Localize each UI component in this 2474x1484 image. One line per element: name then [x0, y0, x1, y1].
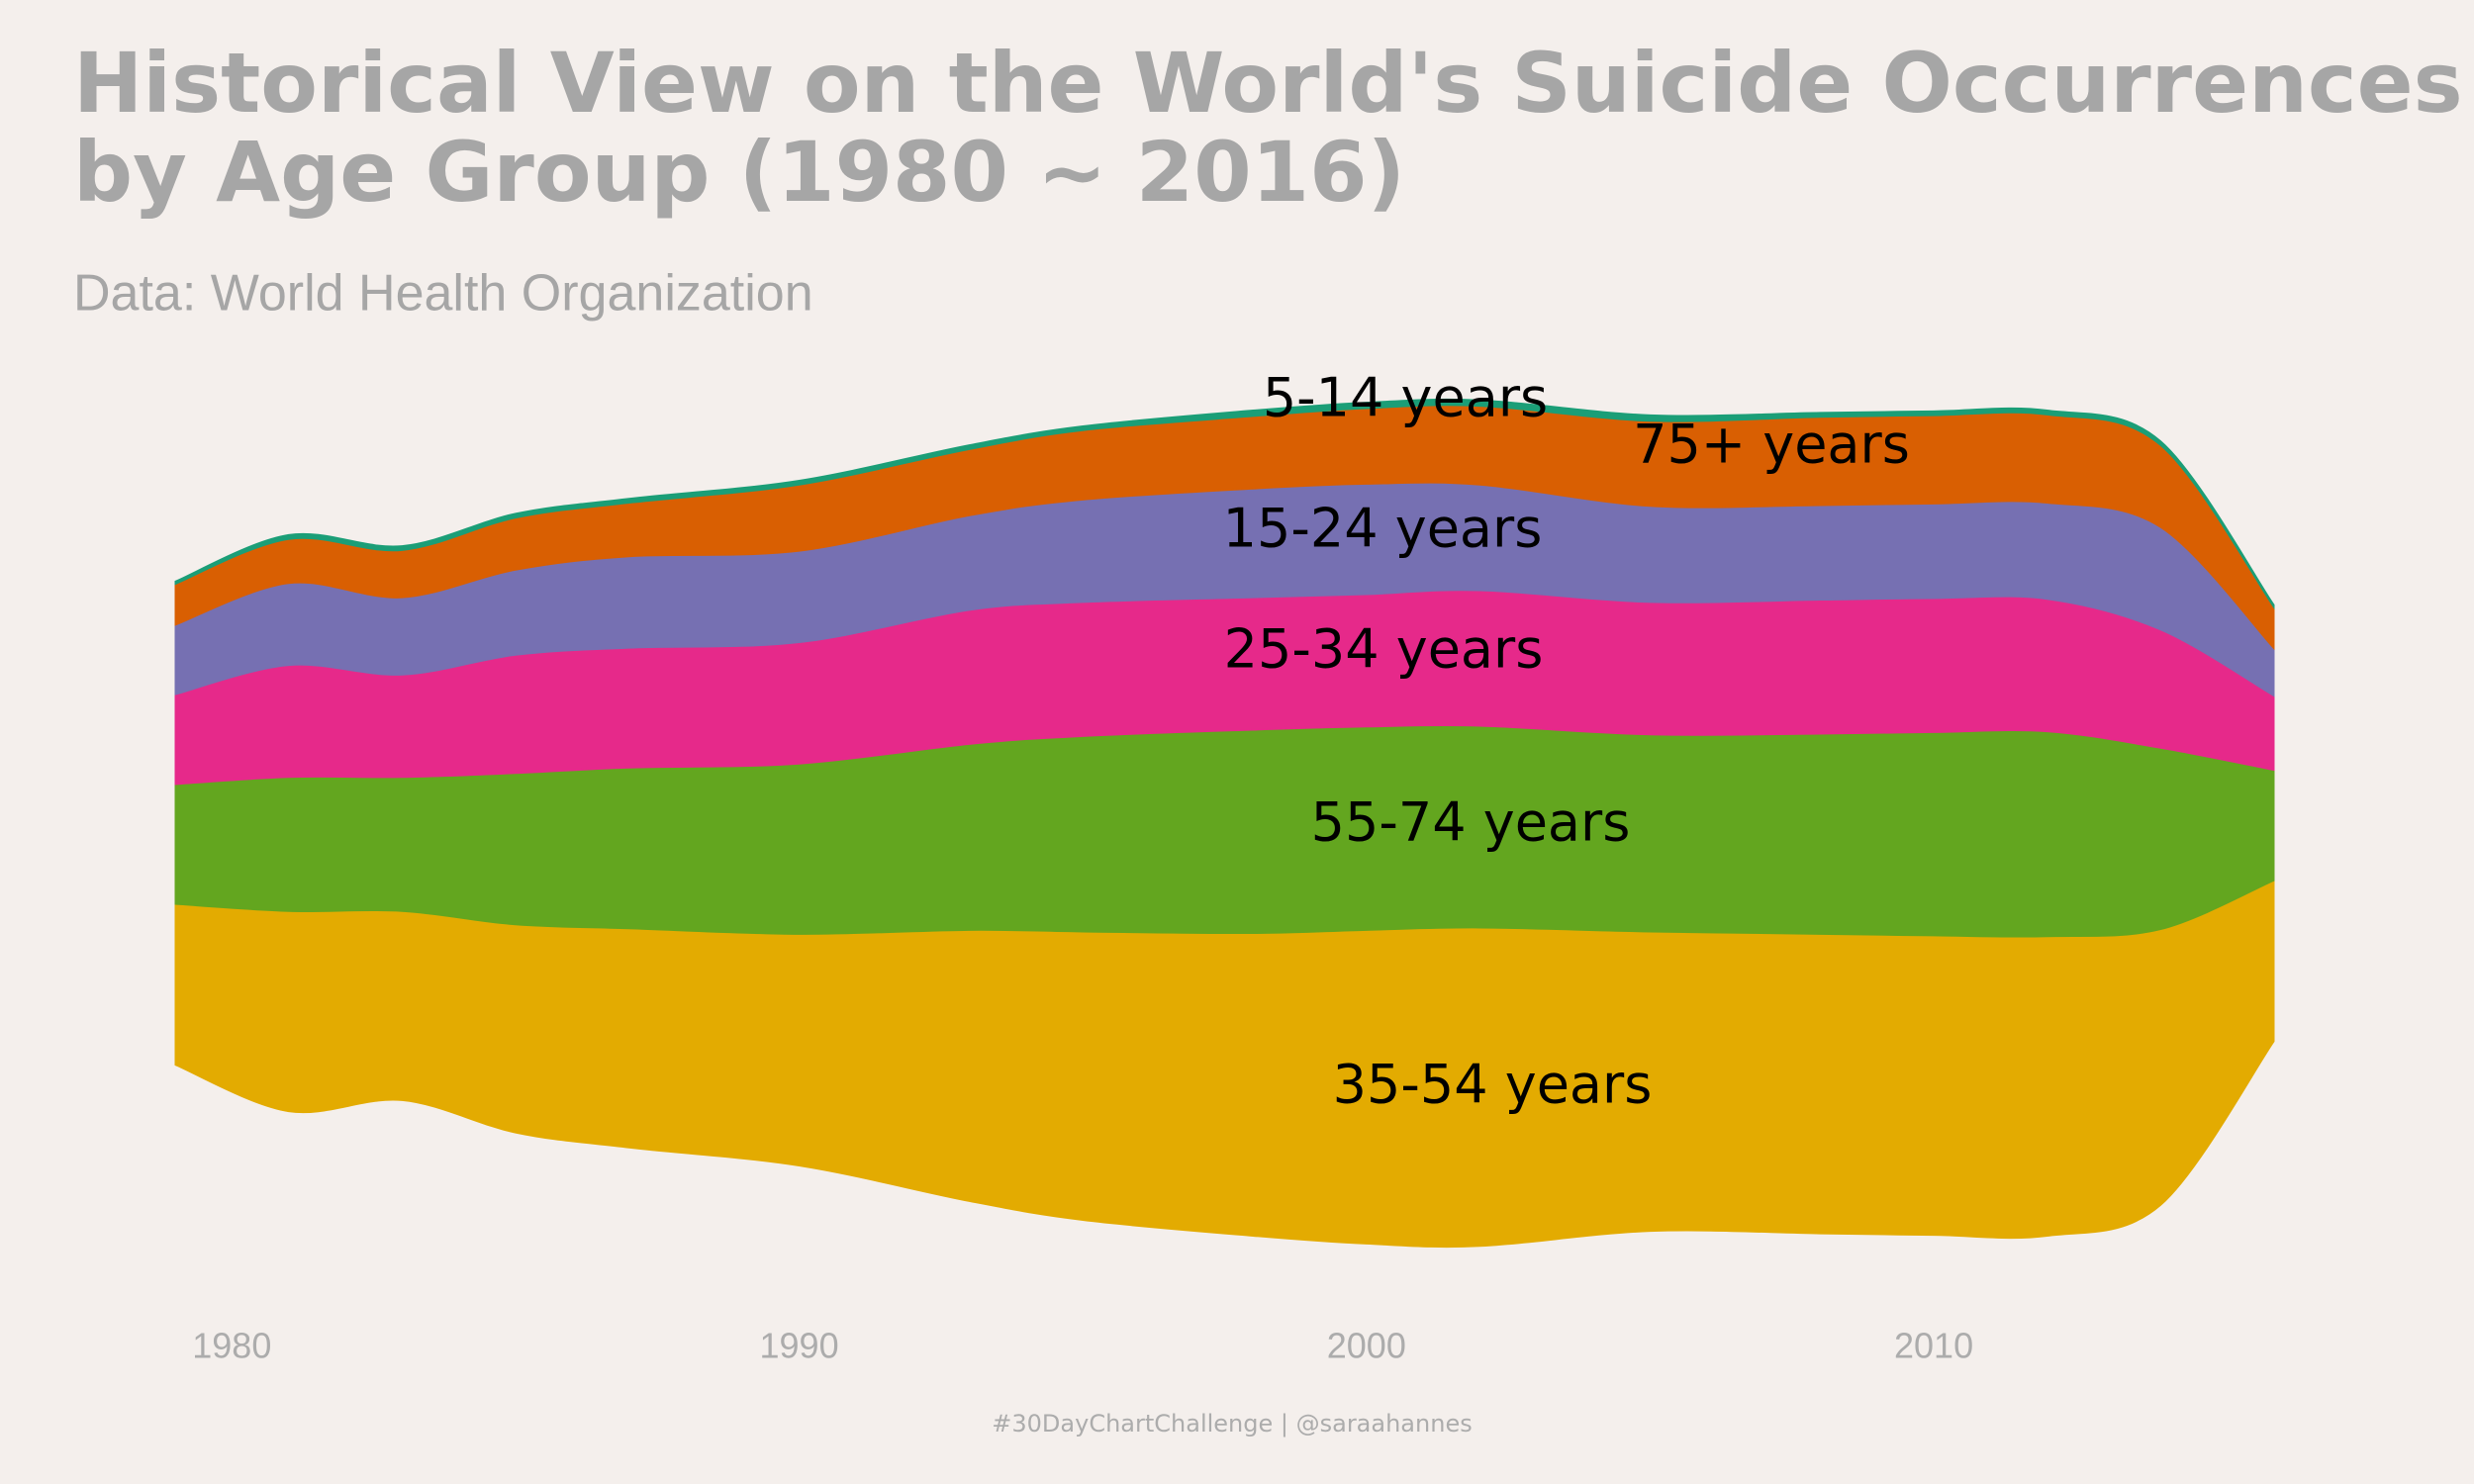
x-tick-label: 2000 — [1327, 1326, 1406, 1366]
series-label: 5-14 years — [1263, 367, 1548, 429]
series-label: 35-54 years — [1333, 1054, 1653, 1116]
chart-title: by Age Group (1980 ~ 2016) — [73, 124, 1405, 221]
series-labels: 35-54 years 55-74 years 25-34 years 15-24 y… — [1223, 367, 1910, 1116]
x-tick-label: 2010 — [1894, 1326, 1973, 1366]
chart-subtitle: Data: World Health Organization — [73, 265, 813, 323]
series-label: 55-74 years — [1311, 791, 1631, 854]
x-tick-label: 1980 — [192, 1326, 271, 1366]
stream-layers — [174, 398, 2275, 1249]
stream-layer — [174, 398, 2275, 610]
series-label: 75+ years — [1633, 414, 1910, 476]
series-label: 15-24 years — [1223, 498, 1543, 560]
series-label: 25-34 years — [1224, 618, 1544, 681]
x-tick-label: 1990 — [760, 1326, 839, 1366]
caption: #30DayChartChallenge | @saraahannes — [992, 1410, 1472, 1438]
chart-title: Historical View on the World's Suicide O… — [73, 35, 2463, 132]
